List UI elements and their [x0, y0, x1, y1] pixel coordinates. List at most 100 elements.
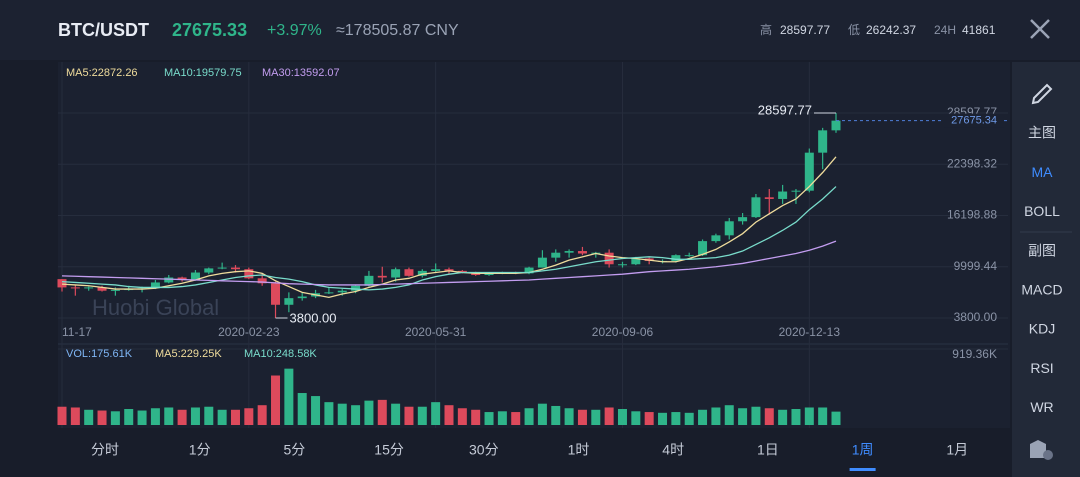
candle-body: [404, 269, 414, 276]
candle-body: [684, 255, 694, 257]
side-menu-item[interactable]: 主图: [1028, 125, 1056, 141]
candle-body: [177, 277, 187, 280]
volume-bar: [511, 412, 521, 425]
volume-bar: [124, 409, 134, 425]
x-tick-label: 2020-12-13: [779, 325, 841, 339]
low-label: 低: [848, 23, 860, 37]
candle-body: [417, 270, 427, 276]
volume-bar: [804, 407, 814, 425]
v-tick-label: 919.36K: [952, 347, 997, 361]
volume-bar: [591, 409, 601, 425]
candle-body: [364, 275, 374, 286]
candle-body: [70, 287, 80, 289]
timeframe-tab[interactable]: 4时: [662, 442, 684, 458]
timeframe-tab[interactable]: 15分: [374, 442, 404, 458]
volume-bar: [164, 407, 174, 425]
legend-entry: MA5:22872.26: [66, 67, 138, 79]
volume-bar: [324, 402, 334, 425]
volume-bar: [444, 405, 454, 425]
volume-bar: [497, 411, 507, 425]
side-menu-item[interactable]: MACD: [1021, 282, 1062, 298]
candle-body: [337, 290, 347, 293]
volume-bar: [738, 408, 748, 425]
candle-body: [564, 251, 574, 253]
candle-body: [297, 296, 307, 299]
volume-bar: [711, 407, 721, 425]
volume-bar: [311, 396, 321, 425]
candle-body: [537, 257, 547, 268]
candle-body: [204, 268, 214, 273]
x-tick-label: 11-17: [62, 325, 92, 339]
high-label: 高: [760, 22, 772, 37]
chart-panel: [58, 62, 1010, 428]
candle-body: [818, 130, 828, 153]
volume-legend-entry: MA5:229.25K: [155, 348, 222, 360]
timeframe-tab[interactable]: 1分: [189, 442, 211, 458]
draw-tool-icon[interactable]: [1031, 83, 1053, 105]
watermark: Huobi Global: [92, 295, 219, 320]
timeframe-tab[interactable]: 分时: [91, 442, 119, 458]
candle-body: [110, 289, 120, 291]
legend-entry: MA30:13592.07: [262, 67, 340, 79]
volume-bar: [751, 406, 761, 425]
volume-bar: [484, 412, 494, 425]
side-menu-item[interactable]: RSI: [1030, 360, 1053, 376]
candle-body: [271, 283, 281, 305]
close-button[interactable]: [1030, 19, 1050, 39]
last-price-tag: [944, 113, 1004, 128]
volume-bar: [284, 368, 294, 425]
x-tick-label: 2020-09-06: [592, 325, 654, 339]
candle-body: [377, 275, 387, 278]
volume-bar: [391, 403, 401, 425]
volume-bar: [230, 409, 240, 425]
volume-bar: [417, 406, 427, 425]
y-tick-label: 22398.32: [947, 156, 997, 170]
candle-body: [324, 292, 334, 294]
candle-body: [484, 273, 494, 276]
volume-bar: [818, 407, 828, 425]
volume-bar: [190, 407, 200, 425]
volume-bar: [644, 412, 654, 425]
candle-body: [190, 272, 200, 280]
timeframe-tab[interactable]: 1日: [757, 442, 779, 458]
low-annotation: 3800.00: [290, 310, 337, 325]
candle-body: [444, 269, 454, 271]
candle-body: [738, 217, 748, 222]
timeframe-tab[interactable]: 1时: [568, 442, 590, 458]
change: +3.97%: [267, 22, 322, 39]
candle-body: [804, 152, 814, 191]
volume-bar: [764, 408, 774, 425]
vol-label: 24H: [934, 23, 956, 37]
pair: BTC/USDT: [58, 20, 149, 40]
candle-body: [698, 241, 708, 256]
volume-bar: [204, 406, 214, 425]
timeframe-tab[interactable]: 30分: [469, 442, 499, 458]
volume-bar: [70, 407, 80, 425]
candle-body: [764, 197, 774, 199]
side-menu-item[interactable]: MA: [1032, 164, 1054, 180]
volume-bar: [137, 410, 147, 425]
timeframe-tab[interactable]: 5分: [284, 442, 306, 458]
candle-body: [631, 258, 641, 265]
candle-body: [724, 221, 734, 236]
volume-bar: [244, 408, 254, 425]
side-menu-item[interactable]: WR: [1030, 399, 1053, 415]
candle-body: [230, 267, 240, 270]
timeframe-tab[interactable]: 1周: [852, 442, 874, 458]
ma-line: [61, 186, 837, 291]
volume-bar: [684, 412, 694, 425]
settings-icon[interactable]: [1030, 440, 1053, 460]
volume-bar: [97, 410, 107, 425]
candle-body: [84, 287, 94, 289]
side-menu-item[interactable]: BOLL: [1024, 203, 1060, 219]
ma-line: [61, 240, 837, 286]
volume-bar: [364, 400, 374, 425]
candle-body: [551, 252, 561, 258]
side-menu-item[interactable]: KDJ: [1029, 321, 1055, 337]
volume-bar: [217, 409, 227, 425]
side-menu-item[interactable]: 副图: [1028, 242, 1056, 258]
candle-body: [524, 267, 534, 274]
timeframe-tab[interactable]: 1月: [946, 442, 968, 458]
candle-body: [778, 191, 788, 199]
